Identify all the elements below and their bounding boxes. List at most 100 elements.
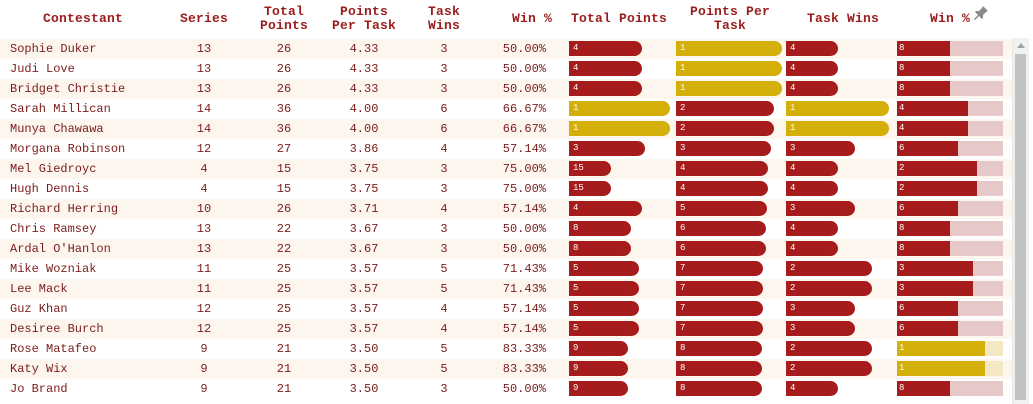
header-task-wins[interactable]: Task Wins xyxy=(427,4,460,33)
series-cell: 12 xyxy=(196,322,212,336)
points-per-task-bar: 4 xyxy=(676,161,768,176)
points-per-task-bar: 7 xyxy=(676,281,764,296)
win-pct-bar-track: 2 xyxy=(897,161,1003,176)
scroll-up-arrow-icon[interactable] xyxy=(1017,43,1025,48)
total-points-bar: 4 xyxy=(569,41,642,56)
win-pct-bar: 6 xyxy=(897,321,958,336)
task-wins-cell: 6 xyxy=(440,122,448,136)
points-per-task-cell: 4.33 xyxy=(349,62,379,76)
header-task-wins-bar[interactable]: Task Wins xyxy=(806,11,879,26)
win-pct-bar-track: 6 xyxy=(897,301,1003,316)
task-wins-cell: 3 xyxy=(440,42,448,56)
task-wins-cell: 3 xyxy=(440,182,448,196)
vertical-scrollbar[interactable] xyxy=(1012,38,1029,404)
table-row[interactable]: Guz Khan 12 25 3.57 4 57.14% 5 7 3 6 xyxy=(0,299,1012,319)
table-row[interactable]: Mel Giedroyc 4 15 3.75 3 75.00% 15 4 4 2 xyxy=(0,159,1012,179)
task-wins-bar: 4 xyxy=(786,181,838,196)
pin-icon[interactable] xyxy=(974,5,988,21)
contestant-name: Katy Wix xyxy=(10,362,68,376)
win-pct-cell: 83.33% xyxy=(502,342,546,356)
header-total-points-bar[interactable]: Total Points xyxy=(570,11,667,26)
win-pct-bar-track: 8 xyxy=(897,81,1003,96)
table-row[interactable]: Munya Chawawa 14 36 4.00 6 66.67% 1 2 1 4 xyxy=(0,119,1012,139)
win-pct-bar: 1 xyxy=(897,341,986,356)
total-points-cell: 36 xyxy=(276,122,292,136)
scrollbar-thumb[interactable] xyxy=(1015,54,1026,400)
table-row[interactable]: Bridget Christie 13 26 4.33 3 50.00% 4 1 4 8 xyxy=(0,79,1012,99)
table-row[interactable]: Judi Love 13 26 4.33 3 50.00% 4 1 4 8 xyxy=(0,59,1012,79)
win-pct-bar-track: 1 xyxy=(897,341,1003,356)
task-wins-bar: 4 xyxy=(786,81,838,96)
header-series[interactable]: Series xyxy=(179,11,228,26)
table-row[interactable]: Sophie Duker 13 26 4.33 3 50.00% 4 1 4 8 xyxy=(0,39,1012,59)
win-pct-bar-track: 8 xyxy=(897,241,1003,256)
task-wins-bar: 3 xyxy=(786,301,855,316)
table-row[interactable]: Morgana Robinson 12 27 3.86 4 57.14% 3 3 3 6 xyxy=(0,139,1012,159)
task-wins-cell: 5 xyxy=(440,362,448,376)
task-wins-bar: 4 xyxy=(786,161,838,176)
contestant-name: Mel Giedroyc xyxy=(10,162,97,176)
header-points-per-task-bar[interactable]: Points Per Task xyxy=(689,4,770,33)
series-cell: 9 xyxy=(200,362,208,376)
task-wins-cell: 4 xyxy=(440,302,448,316)
points-per-task-bar: 8 xyxy=(676,361,762,376)
table-row[interactable]: Rose Matafeo 9 21 3.50 5 83.33% 9 8 2 1 xyxy=(0,339,1012,359)
table-row[interactable]: Hugh Dennis 4 15 3.75 3 75.00% 15 4 4 2 xyxy=(0,179,1012,199)
task-wins-cell: 3 xyxy=(440,162,448,176)
win-pct-bar: 8 xyxy=(897,221,950,236)
series-cell: 13 xyxy=(196,222,212,236)
total-points-bar: 8 xyxy=(569,221,631,236)
win-pct-bar-track: 2 xyxy=(897,181,1003,196)
total-points-bar: 1 xyxy=(569,101,670,116)
task-wins-cell: 3 xyxy=(440,242,448,256)
points-per-task-cell: 4.00 xyxy=(349,102,379,116)
total-points-cell: 26 xyxy=(276,82,292,96)
win-pct-cell: 71.43% xyxy=(502,282,546,296)
task-wins-bar: 3 xyxy=(786,321,855,336)
table-row[interactable]: Mike Wozniak 11 25 3.57 5 71.43% 5 7 2 3 xyxy=(0,259,1012,279)
task-wins-cell: 5 xyxy=(440,262,448,276)
points-per-task-cell: 4.33 xyxy=(349,82,379,96)
total-points-bar: 9 xyxy=(569,361,628,376)
task-wins-bar: 4 xyxy=(786,41,838,56)
total-points-cell: 15 xyxy=(276,162,292,176)
win-pct-cell: 50.00% xyxy=(502,222,546,236)
task-wins-bar: 3 xyxy=(786,201,855,216)
total-points-cell: 15 xyxy=(276,182,292,196)
total-points-cell: 36 xyxy=(276,102,292,116)
win-pct-bar-track: 4 xyxy=(897,121,1003,136)
total-points-bar: 5 xyxy=(569,301,640,316)
points-per-task-bar: 2 xyxy=(676,101,774,116)
header-total-points[interactable]: Total Points xyxy=(259,4,308,33)
series-cell: 14 xyxy=(196,102,212,116)
contestant-name: Rose Matafeo xyxy=(10,342,97,356)
contestant-name: Guz Khan xyxy=(10,302,68,316)
table-row[interactable]: Ardal O'Hanlon 13 22 3.67 3 50.00% 8 6 4 8 xyxy=(0,239,1012,259)
table-row[interactable]: Katy Wix 9 21 3.50 5 83.33% 9 8 2 1 xyxy=(0,359,1012,379)
total-points-cell: 26 xyxy=(276,202,292,216)
task-wins-cell: 3 xyxy=(440,82,448,96)
win-pct-bar-track: 6 xyxy=(897,321,1003,336)
table-row[interactable]: Lee Mack 11 25 3.57 5 71.43% 5 7 2 3 xyxy=(0,279,1012,299)
contestant-name: Jo Brand xyxy=(10,382,68,396)
header-contestant[interactable]: Contestant xyxy=(42,11,123,26)
series-cell: 11 xyxy=(196,282,212,296)
contestant-name: Judi Love xyxy=(10,62,75,76)
series-cell: 12 xyxy=(196,142,212,156)
table-row[interactable]: Desiree Burch 12 25 3.57 4 57.14% 5 7 3 6 xyxy=(0,319,1012,339)
points-per-task-cell: 4.33 xyxy=(349,42,379,56)
win-pct-bar: 8 xyxy=(897,41,950,56)
contestant-name: Ardal O'Hanlon xyxy=(10,242,111,256)
table-row[interactable]: Chris Ramsey 13 22 3.67 3 50.00% 8 6 4 8 xyxy=(0,219,1012,239)
win-pct-bar-track: 6 xyxy=(897,141,1003,156)
header-win-pct[interactable]: Win % xyxy=(511,11,552,26)
header-win-pct-bar[interactable]: Win % xyxy=(929,11,970,26)
total-points-bar: 4 xyxy=(569,61,642,76)
table-row[interactable]: Richard Herring 10 26 3.71 4 57.14% 4 5 3 6 xyxy=(0,199,1012,219)
points-per-task-cell: 3.57 xyxy=(349,322,379,336)
win-pct-cell: 50.00% xyxy=(502,82,546,96)
table-row[interactable]: Jo Brand 9 21 3.50 3 50.00% 9 8 4 8 xyxy=(0,379,1012,399)
header-points-per-task[interactable]: Points Per Task xyxy=(332,4,397,33)
table-row[interactable]: Sarah Millican 14 36 4.00 6 66.67% 1 2 1 4 xyxy=(0,99,1012,119)
